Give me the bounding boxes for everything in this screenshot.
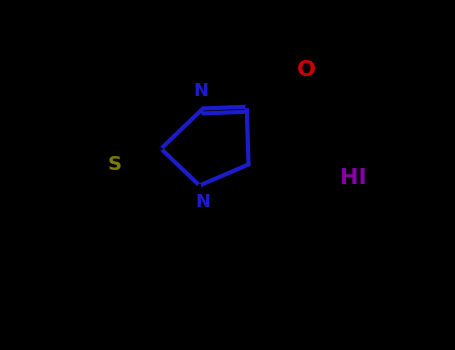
Text: N: N [196,193,211,210]
Text: S: S [108,155,122,174]
Text: N: N [194,82,209,100]
Text: HI: HI [340,168,367,189]
Text: O: O [297,60,316,80]
